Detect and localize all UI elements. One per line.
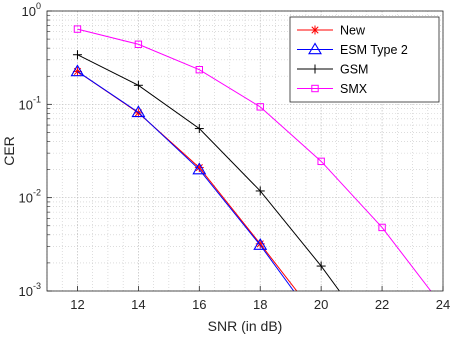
legend-label: New <box>340 24 366 38</box>
x-tick-label: 14 <box>131 297 145 312</box>
legend-label: SMX <box>340 82 368 96</box>
legend-label: GSM <box>340 63 368 77</box>
plot-frame <box>46 10 444 292</box>
x-tick-label: 12 <box>70 297 84 312</box>
series-esm-type-2 <box>70 64 295 291</box>
y-tick-label: 100 <box>22 1 41 19</box>
data-point <box>192 162 207 175</box>
data-point <box>317 157 325 166</box>
series-smx <box>73 25 432 291</box>
legend-marker <box>311 84 319 93</box>
y-tick-label: 10-1 <box>19 94 41 112</box>
x-tick-label: 18 <box>253 297 267 312</box>
series-line <box>77 28 432 291</box>
y-tick-label: 10-2 <box>19 188 41 206</box>
series-layer <box>70 25 432 291</box>
data-point <box>73 25 82 33</box>
series-line <box>77 71 295 291</box>
x-tick-label: 20 <box>314 297 328 312</box>
series-gsm <box>72 50 340 291</box>
data-point <box>378 223 386 232</box>
legend: New ESM Type 2 GSM SMX <box>289 16 440 103</box>
data-point <box>316 261 326 271</box>
data-point <box>133 80 143 90</box>
legend-item: SMX <box>297 82 368 96</box>
data-point <box>253 238 268 250</box>
data-point <box>256 103 264 111</box>
legend-marker <box>310 64 320 74</box>
data-point <box>134 40 143 48</box>
y-tick-labels: 10-3 10-2 10-1 100 <box>19 1 41 299</box>
series-line <box>77 54 340 291</box>
legend-marker <box>308 42 322 55</box>
y-tick-label: 10-3 <box>19 281 41 299</box>
data-point <box>194 124 204 134</box>
ticks <box>47 10 444 292</box>
legend-item: New <box>297 24 366 38</box>
data-point <box>195 66 204 74</box>
x-tick-labels: 12 14 16 18 20 22 24 <box>70 297 450 312</box>
x-tick-label: 16 <box>192 297 206 312</box>
data-point <box>70 64 85 77</box>
data-point <box>255 186 265 196</box>
x-axis-label: SNR (in dB) <box>208 318 283 334</box>
x-tick-label: 22 <box>375 297 389 312</box>
y-axis-label: CER <box>1 136 17 166</box>
data-point <box>72 50 82 60</box>
legend-item: ESM Type 2 <box>297 42 408 57</box>
legend-item: GSM <box>297 63 368 77</box>
legend-marker <box>310 25 320 35</box>
x-tick-label: 24 <box>436 297 450 312</box>
legend-label: ESM Type 2 <box>340 43 408 57</box>
data-point <box>131 105 146 118</box>
